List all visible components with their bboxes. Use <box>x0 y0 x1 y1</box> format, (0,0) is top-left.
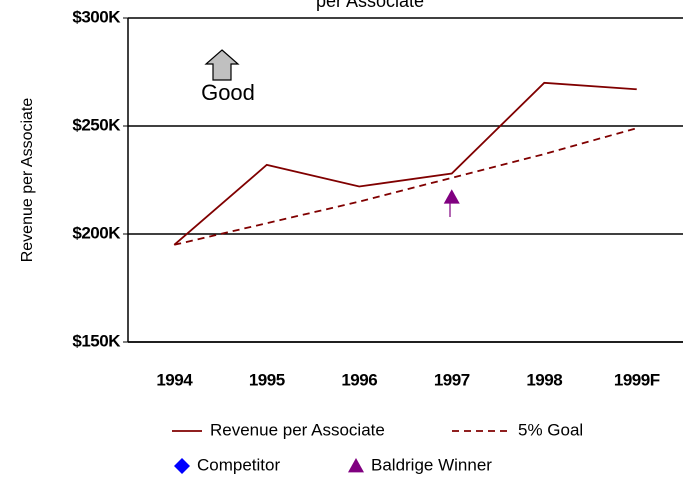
x-tick-label: 1999F <box>614 370 660 389</box>
series-line <box>174 127 637 246</box>
y-tick-label: $250K <box>72 115 121 134</box>
legend-marker <box>174 458 190 474</box>
x-tick-label: 1998 <box>526 370 562 389</box>
legend-label: Competitor <box>197 455 280 474</box>
x-tick-label: 1995 <box>249 370 285 389</box>
good-arrow <box>204 49 240 81</box>
y-tick-label: $150K <box>72 331 121 350</box>
y-tick-label: $300K <box>72 7 121 26</box>
legend-label: Revenue per Associate <box>210 420 385 439</box>
chart-title: per Associate <box>316 0 424 11</box>
x-tick-label: 1997 <box>434 370 470 389</box>
legend-marker <box>348 458 364 473</box>
y-axis-label: Revenue per Associate <box>19 98 36 263</box>
series-line <box>173 81 637 246</box>
legend-label: Baldrige Winner <box>371 455 492 474</box>
x-tick-label: 1996 <box>341 370 377 389</box>
y-tick-label: $200K <box>72 223 121 242</box>
legend-label: 5% Goal <box>518 420 583 439</box>
marker <box>443 189 460 204</box>
x-tick-label: 1994 <box>156 370 193 389</box>
annotation: Good <box>201 80 255 105</box>
